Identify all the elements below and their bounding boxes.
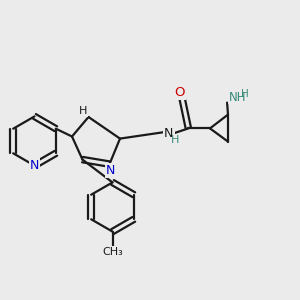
Text: N: N [106, 164, 115, 177]
Text: NH: NH [229, 91, 246, 104]
Text: H: H [171, 135, 180, 145]
Text: N: N [164, 127, 174, 140]
Text: H: H [79, 106, 87, 116]
Text: N: N [30, 159, 39, 172]
Text: O: O [175, 86, 185, 100]
Text: H: H [241, 89, 249, 99]
Text: CH₃: CH₃ [102, 247, 123, 257]
